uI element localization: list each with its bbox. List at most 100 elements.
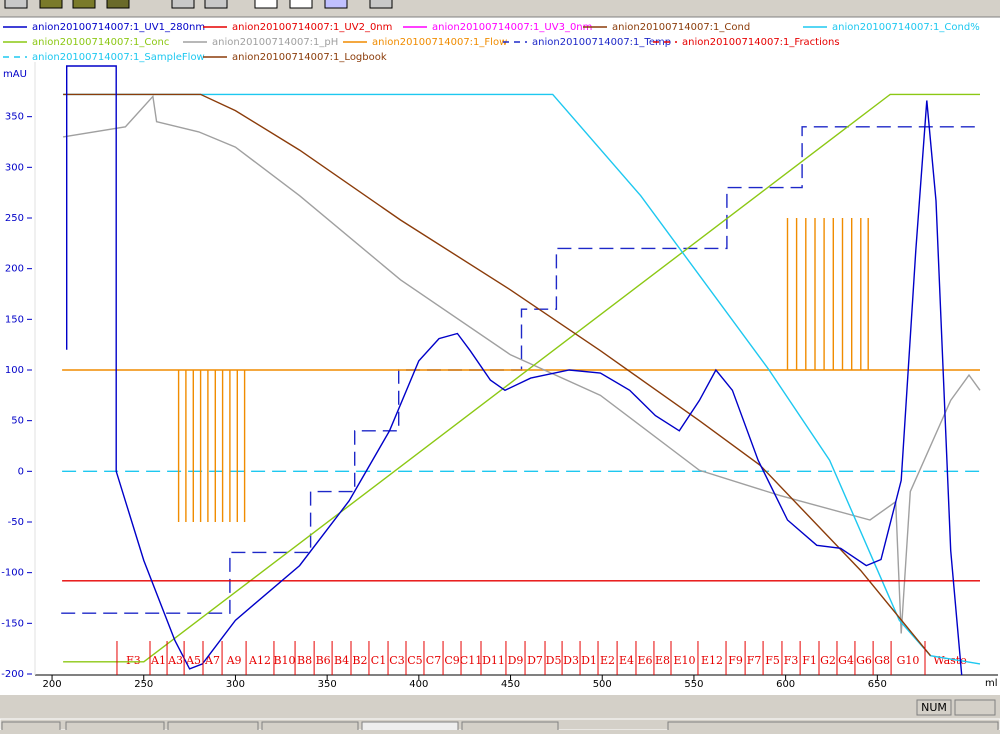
tool-button[interactable] — [171, 0, 195, 9]
tool-button[interactable] — [254, 0, 278, 9]
tool-button[interactable] — [289, 0, 313, 9]
series-line — [63, 93, 980, 663]
status-panel — [916, 699, 952, 716]
fraction-label: G8 — [874, 654, 890, 667]
tool-button[interactable] — [39, 0, 63, 9]
legend-label: anion20100714007:1_SampleFlow — [32, 52, 205, 63]
fraction-label: E2 — [600, 654, 615, 667]
y-tick-label: -50 — [8, 517, 24, 528]
fraction-label: E8 — [655, 654, 670, 667]
y-tick-label: 350 — [5, 112, 24, 123]
fraction-label: E4 — [619, 654, 634, 667]
legend-label: anion20100714007:1_Cond% — [832, 22, 980, 33]
fraction-label: C1 — [371, 654, 386, 667]
fraction-label: D11 — [482, 654, 505, 667]
status-panel — [954, 699, 996, 716]
y-tick-label: 200 — [5, 264, 24, 275]
fraction-label: D9 — [508, 654, 524, 667]
y-tick-label: 300 — [5, 162, 24, 173]
fraction-label: E10 — [673, 654, 695, 667]
legend-label: anion20100714007:1_UV3_0nm — [432, 22, 592, 33]
y-tick-label: 0 — [18, 466, 24, 477]
legend-label: anion20100714007:1_pH — [212, 37, 338, 48]
fraction-label: A3 — [167, 654, 183, 667]
fraction-label: F5 — [765, 654, 780, 667]
x-tick-label: 400 — [409, 679, 428, 690]
legend-label: anion20100714007:1_Cond — [612, 22, 750, 33]
legend-label: anion20100714007:1_UV1_280nm — [32, 22, 205, 33]
fraction-label: C5 — [407, 654, 422, 667]
fraction-label: B2 — [352, 654, 367, 667]
fraction-label: B10 — [273, 654, 295, 667]
tool-button[interactable] — [369, 0, 393, 9]
series-line — [62, 218, 980, 522]
taskbar-button[interactable] — [461, 721, 559, 733]
series-line — [63, 93, 932, 657]
fraction-label: A9 — [226, 654, 242, 667]
fraction-label: F7 — [747, 654, 762, 667]
fraction-label: D3 — [563, 654, 579, 667]
taskbar-button[interactable] — [361, 721, 459, 733]
y-tick-label: 250 — [5, 213, 24, 224]
legend-label: anion20100714007:1_Flow — [372, 37, 507, 48]
status-num: NUM — [921, 701, 947, 714]
fraction-label: E12 — [701, 654, 723, 667]
y-axis-label: mAU — [3, 69, 27, 80]
y-tick-label: 50 — [11, 416, 24, 427]
system-tray — [667, 721, 999, 733]
fraction-label: F3 — [784, 654, 799, 667]
y-tick-label: 150 — [5, 314, 24, 325]
fraction-label: D5 — [546, 654, 562, 667]
y-tick-label: -150 — [1, 618, 24, 629]
legend-label: anion20100714007:1_Conc — [32, 37, 169, 48]
fraction-label: C9 — [444, 654, 459, 667]
tool-button[interactable] — [106, 0, 130, 9]
toolbar — [0, 0, 1000, 16]
fraction-label: F1 — [802, 654, 817, 667]
fraction-label: A7 — [204, 654, 220, 667]
fraction-label: G10 — [897, 654, 920, 667]
fraction-label: D7 — [527, 654, 543, 667]
fraction-label: A12 — [248, 654, 271, 667]
x-tick-label: 650 — [868, 679, 887, 690]
y-tick-label: -100 — [1, 568, 24, 579]
series-line — [62, 94, 981, 634]
status-bar — [0, 696, 1000, 718]
tool-button[interactable] — [324, 0, 348, 9]
fraction-label: B8 — [297, 654, 312, 667]
legend-label: anion20100714007:1_Logbook — [232, 52, 387, 63]
chart-background — [0, 17, 1000, 695]
toolbar-icons — [4, 0, 393, 9]
taskbar-button[interactable] — [1, 721, 61, 733]
tool-button[interactable] — [4, 0, 28, 9]
x-tick-label: 600 — [776, 679, 795, 690]
fraction-label: F3 — [126, 654, 141, 667]
y-tick-label: -200 — [1, 669, 24, 680]
taskbar-button[interactable] — [65, 721, 165, 733]
series-line — [66, 65, 963, 675]
y-tick-label: 100 — [5, 365, 24, 376]
fraction-label: E6 — [637, 654, 652, 667]
fraction-label: G6 — [856, 654, 872, 667]
legend-label: anion20100714007:1_UV2_0nm — [232, 22, 392, 33]
fraction-label: B6 — [316, 654, 331, 667]
x-tick-label: 300 — [226, 679, 245, 690]
fraction-label: C3 — [389, 654, 404, 667]
tool-button[interactable] — [204, 0, 228, 9]
x-tick-label: 450 — [501, 679, 520, 690]
fraction-label: C7 — [426, 654, 441, 667]
fraction-label: F9 — [728, 654, 743, 667]
x-tick-label: 500 — [593, 679, 612, 690]
tool-button[interactable] — [72, 0, 96, 9]
legend-label: anion20100714007:1_Temp — [532, 37, 671, 48]
fraction-label: G2 — [820, 654, 836, 667]
fraction-label: A5 — [185, 654, 201, 667]
legend-label: anion20100714007:1_Fractions — [682, 37, 840, 48]
taskbar-button[interactable] — [261, 721, 359, 733]
x-tick-label: 550 — [684, 679, 703, 690]
taskbar-button[interactable] — [167, 721, 259, 733]
x-tick-label: 200 — [43, 679, 62, 690]
fraction-label: A1 — [150, 654, 166, 667]
